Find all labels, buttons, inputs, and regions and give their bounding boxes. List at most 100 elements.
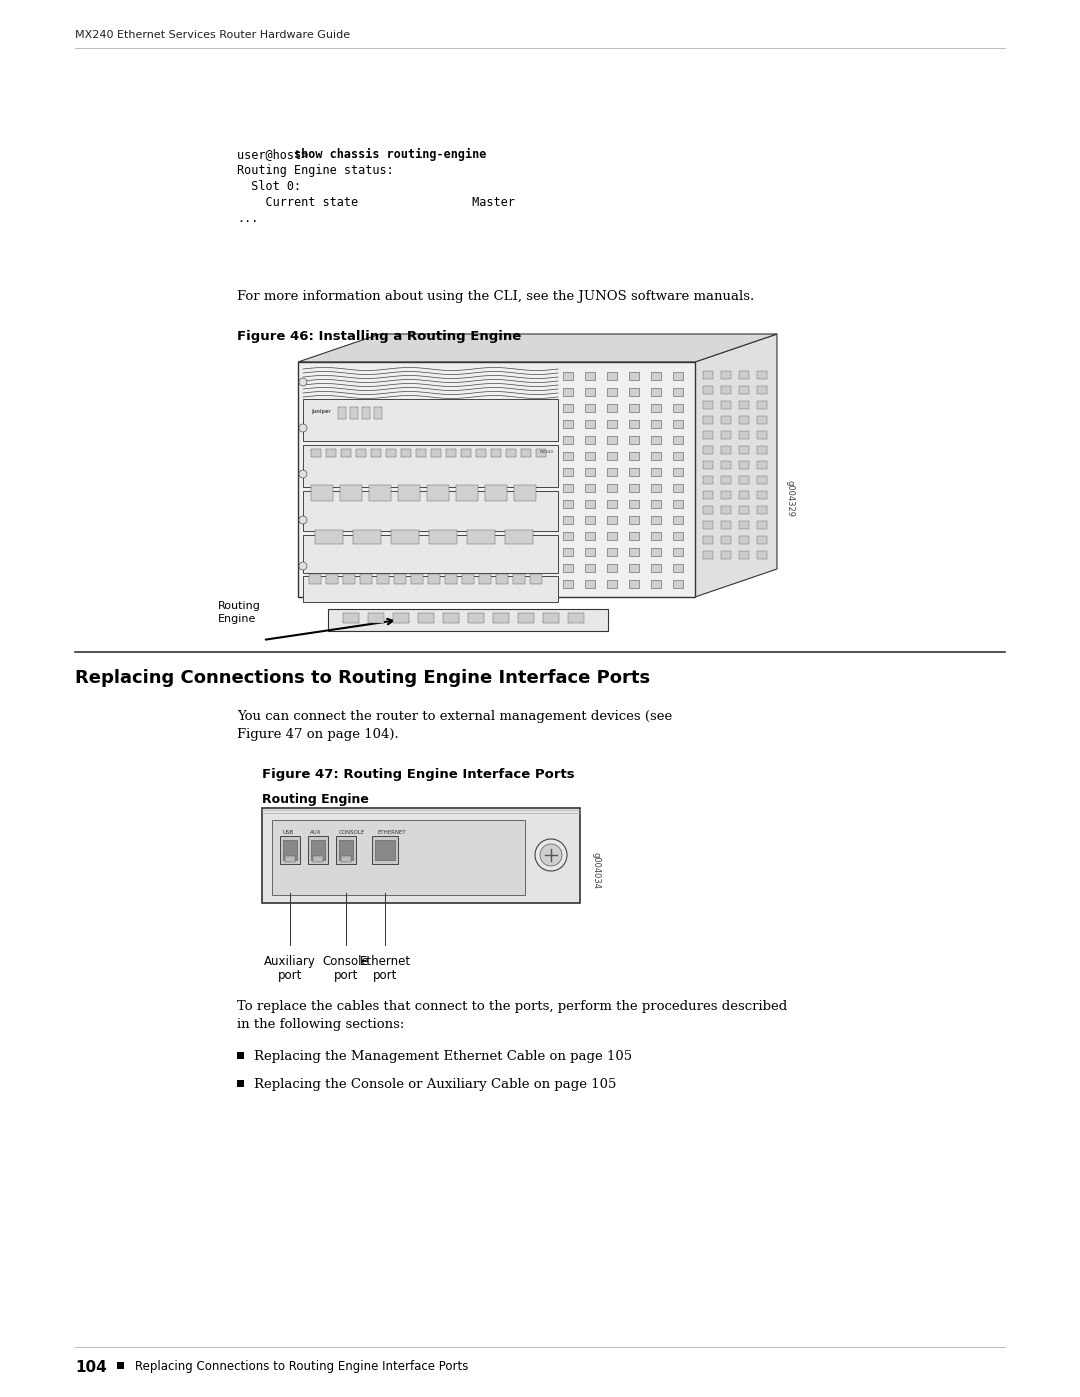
Bar [328, 609, 608, 631]
Bar [629, 564, 639, 571]
Circle shape [535, 840, 567, 870]
Bar [629, 515, 639, 524]
Text: user@host>: user@host> [237, 148, 315, 161]
Bar [467, 529, 495, 543]
Bar [607, 532, 617, 541]
Bar [607, 580, 617, 588]
Polygon shape [298, 334, 777, 362]
Bar [607, 453, 617, 460]
Bar [311, 485, 333, 502]
Bar [368, 613, 384, 623]
Bar [607, 500, 617, 509]
Bar [568, 613, 584, 623]
Bar [651, 453, 661, 460]
Bar [651, 564, 661, 571]
Bar [721, 490, 731, 499]
Bar [418, 613, 434, 623]
Bar [629, 483, 639, 492]
Bar [721, 550, 731, 559]
Bar [607, 483, 617, 492]
Bar [416, 448, 426, 457]
Bar [585, 404, 595, 412]
Bar [394, 574, 406, 584]
Polygon shape [696, 334, 777, 597]
Bar [237, 1080, 244, 1087]
Bar [492, 613, 509, 623]
Bar [739, 386, 750, 394]
Bar [485, 485, 507, 502]
Bar [429, 529, 457, 543]
Bar [513, 574, 525, 584]
Bar [313, 856, 323, 862]
Bar [340, 485, 362, 502]
Bar [353, 529, 381, 543]
Bar [443, 613, 459, 623]
Bar [673, 515, 683, 524]
Bar [703, 416, 713, 425]
Bar [757, 536, 767, 543]
Bar [607, 436, 617, 444]
Bar [563, 436, 573, 444]
Bar [339, 840, 353, 861]
Text: in the following sections:: in the following sections: [237, 1018, 404, 1031]
Bar [585, 372, 595, 380]
Text: MX240 Ethernet Services Router Hardware Guide: MX240 Ethernet Services Router Hardware … [75, 29, 350, 41]
Bar [298, 362, 696, 597]
Bar [272, 820, 525, 895]
Bar [585, 500, 595, 509]
Bar [673, 436, 683, 444]
Bar [651, 404, 661, 412]
Text: show chassis routing-engine: show chassis routing-engine [294, 148, 486, 161]
Text: ETHERNET: ETHERNET [378, 830, 406, 835]
Text: port: port [334, 970, 359, 982]
Bar [563, 548, 573, 556]
Text: Routing: Routing [218, 601, 261, 610]
Bar [427, 485, 449, 502]
Bar [117, 1362, 124, 1369]
Text: Routing Engine: Routing Engine [262, 793, 369, 806]
Bar [585, 580, 595, 588]
Bar [480, 574, 491, 584]
Text: Figure 46: Installing a Routing Engine: Figure 46: Installing a Routing Engine [237, 330, 522, 344]
Bar [393, 613, 409, 623]
Bar [461, 448, 471, 457]
Bar [703, 476, 713, 483]
Bar [585, 515, 595, 524]
Bar [629, 548, 639, 556]
Bar [739, 416, 750, 425]
Bar [651, 483, 661, 492]
Bar [629, 453, 639, 460]
Bar [651, 372, 661, 380]
Bar [673, 468, 683, 476]
Bar [308, 835, 328, 863]
Bar [721, 416, 731, 425]
Bar [739, 536, 750, 543]
Bar [757, 416, 767, 425]
Bar [391, 529, 419, 543]
Bar [629, 436, 639, 444]
Text: MX240: MX240 [540, 450, 554, 454]
Text: Replacing Connections to Routing Engine Interface Ports: Replacing Connections to Routing Engine … [75, 669, 650, 687]
Bar [563, 388, 573, 395]
Bar [311, 840, 325, 861]
Bar [401, 448, 411, 457]
Bar [563, 372, 573, 380]
Bar [377, 574, 389, 584]
Bar [721, 432, 731, 439]
Bar [585, 564, 595, 571]
Bar [372, 448, 381, 457]
Circle shape [299, 562, 307, 570]
Bar [607, 372, 617, 380]
Bar [514, 485, 536, 502]
Bar [629, 404, 639, 412]
Bar [563, 420, 573, 427]
Bar [536, 448, 546, 457]
Text: Engine: Engine [218, 615, 256, 624]
Bar [607, 564, 617, 571]
Bar [341, 856, 351, 862]
Bar [350, 407, 357, 419]
Bar [757, 446, 767, 454]
Bar [607, 515, 617, 524]
Bar [338, 407, 346, 419]
Bar [757, 490, 767, 499]
